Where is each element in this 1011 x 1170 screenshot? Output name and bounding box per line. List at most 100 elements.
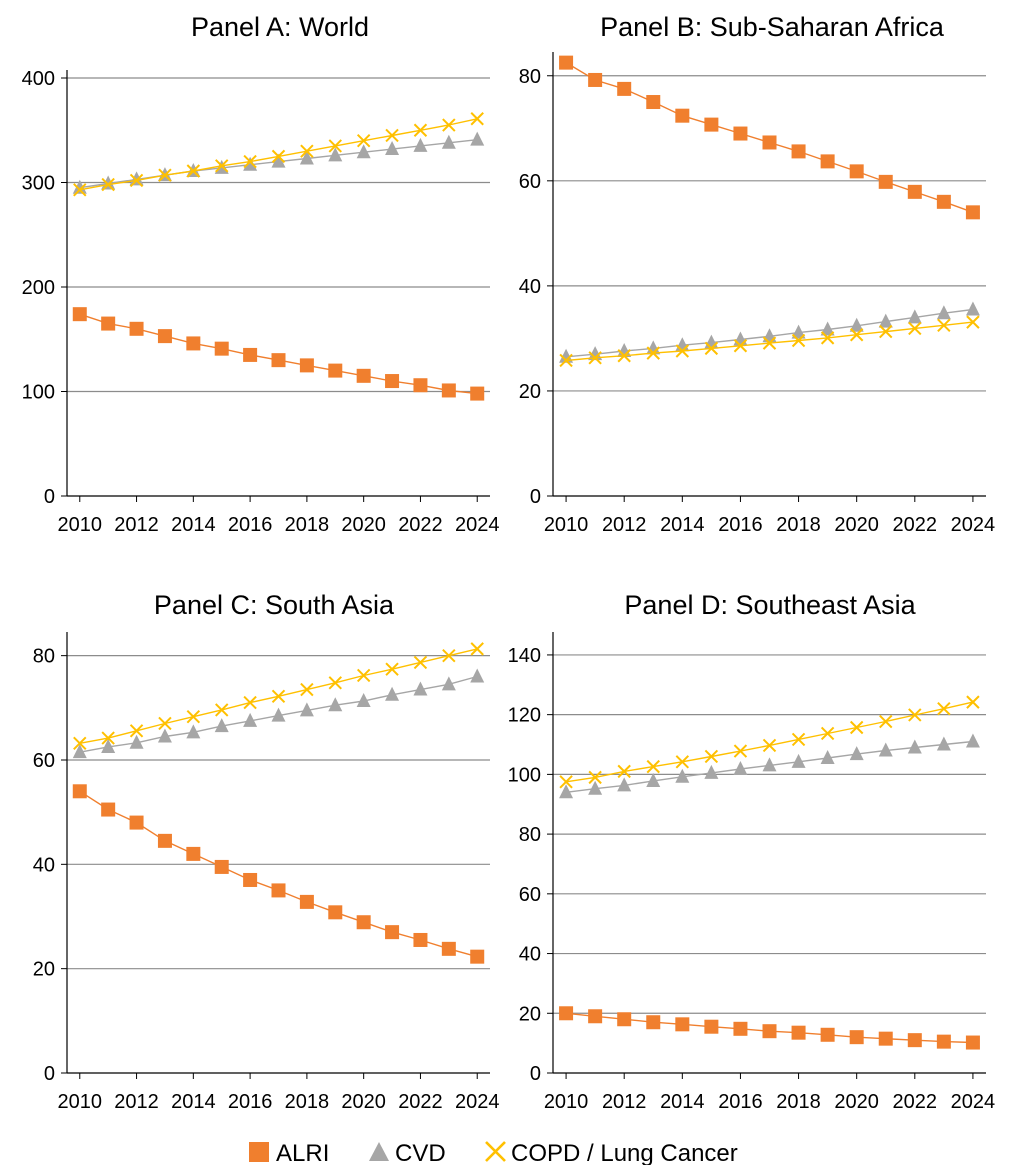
x-tick-label-2012: 2012 <box>602 514 647 536</box>
x-tick-label-2010: 2010 <box>58 514 103 536</box>
point-cvd-2021 <box>878 742 893 757</box>
y-tick-label-0: 0 <box>530 1063 541 1085</box>
x-tick-label-2022: 2022 <box>893 514 938 536</box>
point-alri-2023 <box>441 383 456 398</box>
point-alri-2020 <box>849 164 864 179</box>
point-copd-lung-cancer-2015 <box>704 749 719 764</box>
point-copd-lung-cancer-2010 <box>73 736 87 751</box>
point-alri-2012 <box>617 81 632 96</box>
point-copd-lung-cancer-2018 <box>791 333 806 348</box>
point-copd-lung-cancer-2013 <box>646 346 660 360</box>
point-copd-lung-cancer-2021 <box>385 128 399 143</box>
x-tick-label-2018: 2018 <box>285 514 330 536</box>
point-copd-lung-cancer-2011 <box>101 177 115 192</box>
y-tick-label-120: 120 <box>508 705 541 727</box>
point-alri-2022 <box>907 1033 922 1048</box>
point-copd-lung-cancer-2020 <box>356 133 371 148</box>
point-cvd-2019 <box>820 749 835 764</box>
y-tick-label-0: 0 <box>44 1063 55 1085</box>
point-copd-lung-cancer-2015 <box>704 341 719 356</box>
point-copd-lung-cancer-2021 <box>879 324 893 339</box>
y-tick-label-80: 80 <box>33 646 55 668</box>
point-cvd-2012 <box>129 734 144 749</box>
point-alri-2011 <box>588 72 603 87</box>
x-tick-label-2018: 2018 <box>776 1091 821 1113</box>
y-tick-label-20: 20 <box>33 959 55 981</box>
x-tick-label-2018: 2018 <box>776 514 821 536</box>
x-tick-label-2016: 2016 <box>718 1091 763 1113</box>
y-tick-label-40: 40 <box>519 276 541 298</box>
point-alri-2021 <box>878 1031 893 1046</box>
point-copd-lung-cancer-2024 <box>470 642 484 656</box>
point-alri-2023 <box>936 194 951 209</box>
point-alri-2015 <box>704 117 719 132</box>
point-copd-lung-cancer-2018 <box>791 732 806 747</box>
point-copd-lung-cancer-2019 <box>328 139 342 153</box>
y-tick-label-80: 80 <box>519 66 541 88</box>
series-cvd <box>72 131 485 194</box>
series-cvd <box>559 733 980 799</box>
point-alri-2017 <box>762 135 777 150</box>
point-cvd-2018 <box>791 324 806 339</box>
point-alri-2013 <box>157 329 172 344</box>
point-copd-lung-cancer-2024 <box>966 315 980 329</box>
point-copd-lung-cancer-2014 <box>675 344 690 358</box>
x-tick-label-2024: 2024 <box>455 1091 500 1113</box>
point-cvd-2010 <box>559 784 574 799</box>
y-tick-label-100: 100 <box>508 764 541 786</box>
point-cvd-2024 <box>470 668 485 683</box>
point-cvd-2018 <box>791 753 806 768</box>
x-tick-label-2012: 2012 <box>114 514 159 536</box>
point-alri-2018 <box>791 1025 806 1040</box>
point-alri-2011 <box>101 316 116 331</box>
point-alri-2024 <box>470 386 485 401</box>
x-tick-label-2024: 2024 <box>455 514 500 536</box>
y-tick-label-0: 0 <box>530 486 541 508</box>
point-copd-lung-cancer-2014 <box>186 164 201 178</box>
point-cvd-2023 <box>441 134 456 149</box>
point-cvd-2021 <box>385 141 400 156</box>
point-alri-2016 <box>733 126 748 141</box>
point-copd-lung-cancer-2023 <box>442 118 456 132</box>
point-cvd-2016 <box>733 761 748 776</box>
point-copd-lung-cancer-2013 <box>158 716 172 731</box>
legend-item-alri: ALRI <box>249 1140 329 1167</box>
point-alri-2017 <box>271 353 286 368</box>
point-copd-lung-cancer-2013 <box>158 168 172 182</box>
y-tick-label-200: 200 <box>22 277 55 299</box>
point-cvd-2014 <box>186 724 201 739</box>
point-alri-2021 <box>878 174 893 189</box>
point-alri-2014 <box>675 108 690 123</box>
point-alri-2014 <box>675 1017 690 1032</box>
point-copd-lung-cancer-2024 <box>966 695 980 709</box>
point-alri-2019 <box>820 154 835 169</box>
point-copd-lung-cancer-2020 <box>849 720 864 735</box>
series-alri <box>559 55 980 220</box>
point-copd-lung-cancer-2012 <box>617 349 631 363</box>
x-tick-label-2018: 2018 <box>285 1091 330 1113</box>
x-tick-label-2022: 2022 <box>398 514 443 536</box>
point-cvd-2010 <box>72 744 87 759</box>
point-copd-lung-cancer-2011 <box>588 770 602 785</box>
point-copd-lung-cancer-2020 <box>356 668 371 683</box>
point-copd-lung-cancer-2010 <box>559 775 573 789</box>
point-alri-2013 <box>157 833 172 848</box>
point-alri-2022 <box>413 378 428 393</box>
point-cvd-2011 <box>101 738 116 753</box>
point-cvd-2016 <box>243 156 258 171</box>
x-tick-label-2014: 2014 <box>171 1091 216 1113</box>
point-copd-lung-cancer-2022 <box>908 708 922 722</box>
series-alri <box>559 1006 980 1050</box>
point-alri-2017 <box>271 883 286 898</box>
point-cvd-2010 <box>559 348 574 363</box>
x-tick-label-2022: 2022 <box>398 1091 443 1113</box>
point-cvd-2023 <box>441 676 456 691</box>
point-copd-lung-cancer-2018 <box>300 144 314 158</box>
point-cvd-2015 <box>704 764 719 779</box>
x-tick-label-2022: 2022 <box>893 1091 938 1113</box>
x-tick-label-2024: 2024 <box>951 514 996 536</box>
point-copd-lung-cancer-2010 <box>73 183 87 197</box>
point-cvd-2021 <box>385 686 400 701</box>
